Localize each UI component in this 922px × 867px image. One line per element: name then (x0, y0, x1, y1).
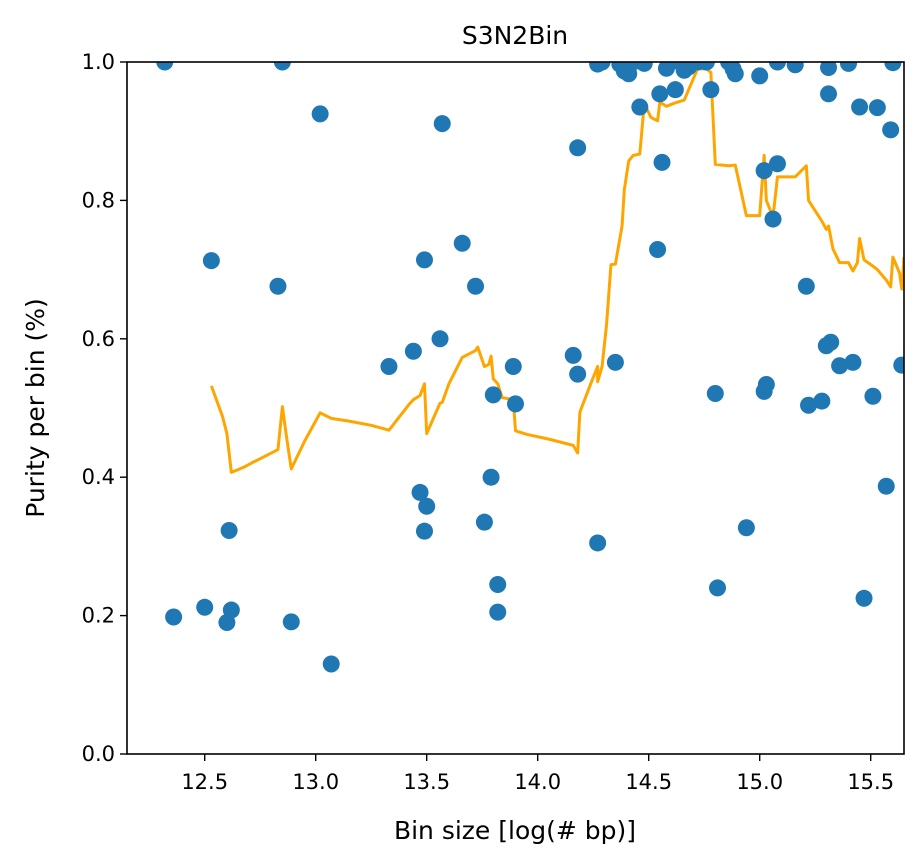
scatter-point (820, 85, 838, 103)
x-tick-label: 14.5 (625, 770, 672, 794)
x-tick-label: 12.5 (181, 770, 228, 794)
scatter-point (831, 357, 849, 375)
scatter-point (702, 81, 720, 99)
scatter-point (884, 62, 902, 72)
scatter-point (820, 62, 838, 77)
scatter-point (651, 85, 669, 103)
scatter-point (593, 62, 611, 71)
scatter-point (840, 62, 857, 72)
x-tick-label: 15.0 (736, 770, 783, 794)
x-tick-label: 13.5 (403, 770, 450, 794)
scatter-point (844, 353, 862, 371)
scatter-point (882, 121, 900, 139)
scatter-point (657, 62, 675, 77)
scatter-point (726, 65, 744, 83)
plot-frame (126, 61, 905, 755)
scatter-point (475, 513, 493, 531)
y-axis-label: Purity per bin (%) (21, 298, 50, 518)
scatter-point (433, 115, 451, 133)
scatter-point (165, 608, 183, 626)
scatter-point (851, 98, 869, 116)
scatter-point (311, 105, 329, 123)
scatter-point (431, 330, 449, 348)
scatter-point (411, 483, 429, 501)
scatter-point (504, 357, 522, 375)
scatter-point (564, 346, 582, 364)
x-tick-label: 13.0 (292, 770, 339, 794)
y-tick-label: 0.8 (82, 188, 115, 212)
y-tick-label: 1.0 (82, 50, 115, 74)
scatter-point (156, 62, 174, 71)
y-axis: 0.0 0.2 0.4 0.6 0.8 1.0 (82, 50, 127, 766)
scatter-point (635, 62, 653, 72)
scatter-point (467, 277, 485, 295)
scatter-point (489, 603, 507, 621)
y-tick-label: 0.4 (82, 465, 115, 489)
scatter-point (666, 81, 684, 99)
x-tick-label: 15.5 (847, 770, 894, 794)
scatter-point (706, 384, 724, 402)
scatter-point (768, 62, 786, 71)
scatter-point (282, 613, 300, 631)
scatter-point (709, 579, 727, 597)
scatter-point (813, 392, 831, 410)
scatter-point (751, 67, 769, 85)
scatter-point (380, 357, 398, 375)
scatter-point (893, 356, 904, 374)
scatter-point (737, 519, 755, 537)
scatter-point (855, 589, 873, 607)
x-axis: 12.5 13.0 13.5 14.0 14.5 15.0 15.5 (181, 754, 894, 794)
scatter-point (606, 353, 624, 371)
moving-average-line-layer (209, 67, 904, 474)
scatter-point (415, 522, 433, 540)
scatter-point (507, 395, 524, 413)
scatter-point (220, 521, 238, 539)
scatter-point (484, 386, 502, 404)
scatter-point (196, 598, 214, 616)
scatter-point (222, 601, 240, 619)
scatter-point (757, 375, 775, 393)
scatter-point (322, 655, 340, 673)
scatter-point (786, 62, 804, 74)
scatter-point (864, 387, 882, 405)
scatter-point (482, 468, 500, 486)
scatter-point (453, 234, 471, 252)
scatter-point (764, 210, 782, 228)
chart-title: S3N2Bin (462, 21, 568, 50)
scatter-point (269, 277, 287, 295)
scatter-points-layer (156, 62, 904, 673)
scatter-point (797, 277, 815, 295)
scatter-point (800, 396, 818, 414)
y-tick-label: 0.6 (82, 327, 115, 351)
scatter-point (202, 252, 220, 270)
scatter-point (273, 62, 291, 71)
x-axis-label: Bin size [log(# bp)] (394, 816, 636, 845)
scatter-point (768, 155, 786, 173)
scatter-point (822, 333, 840, 351)
x-tick-label: 14.0 (514, 770, 561, 794)
y-tick-label: 0.0 (82, 742, 115, 766)
scatter-point (697, 62, 715, 71)
scatter-point (877, 477, 895, 495)
scatter-point (649, 241, 667, 259)
scatter-point (868, 99, 886, 117)
scatter-point (418, 497, 436, 515)
scatter-point (653, 153, 671, 171)
scatter-point (589, 534, 607, 552)
scatter-point (569, 139, 587, 157)
scatter-point (404, 342, 422, 360)
scatter-point (569, 365, 587, 383)
scatter-point (631, 98, 649, 116)
plot-area (126, 61, 905, 755)
scatter-point (489, 575, 507, 593)
y-tick-label: 0.2 (82, 604, 115, 628)
scatter-point (755, 162, 773, 180)
moving-average-line (209, 67, 904, 474)
scatter-point (415, 251, 433, 269)
